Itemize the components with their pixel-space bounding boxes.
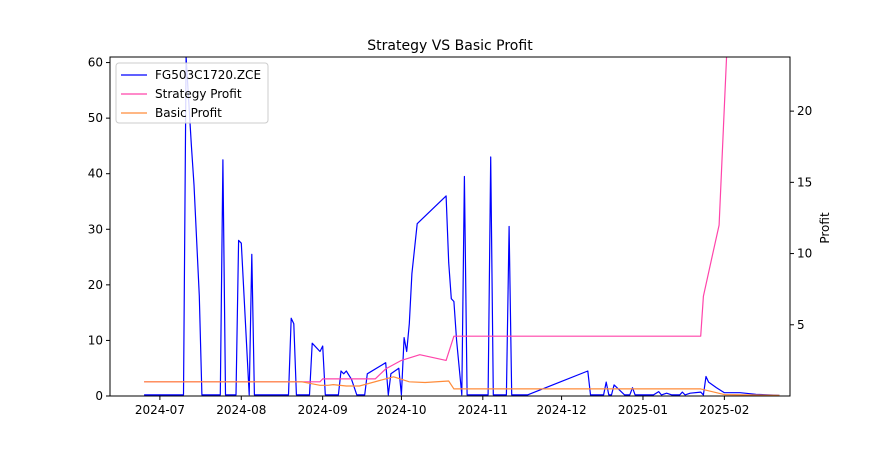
y-left-tick-label: 20 [88, 278, 103, 292]
x-tick-label: 2024-08 [216, 403, 266, 417]
y-left-tick-label: 0 [95, 389, 103, 403]
legend-box [115, 62, 269, 124]
y-right-tick-label: 15 [797, 175, 812, 189]
x-tick-label: 2024-11 [458, 403, 508, 417]
y-left-tick-label: 50 [88, 111, 103, 125]
series-line-0 [144, 57, 780, 396]
y-right-tick-label: 10 [797, 247, 812, 261]
x-tick-label: 2024-12 [537, 403, 587, 417]
y-left-tick-label: 10 [88, 333, 103, 347]
y-axis-left: 0 10 20 30 40 50 60 [88, 56, 110, 403]
legend-label: FG503C1720.ZCE [155, 68, 261, 82]
series-line-2 [144, 376, 780, 396]
chart-title: Strategy VS Basic Profit [367, 38, 533, 54]
y-left-tick-label: 60 [88, 56, 103, 70]
x-tick-label: 2025-02 [699, 403, 749, 417]
y-right-tick-label: 5 [797, 318, 805, 332]
x-tick-label: 2024-07 [135, 403, 185, 417]
y-right-axis-label: Profit [818, 212, 832, 244]
plot-frame [109, 56, 791, 397]
y-right-tick-label: 20 [797, 104, 812, 118]
legend-label: Strategy Profit [155, 87, 242, 101]
legend-entries: FG503C1720.ZCE Strategy Profit Basic Profi… [121, 68, 261, 120]
y-axis-right: 5 10 15 20 [790, 104, 812, 332]
y-left-tick-label: 30 [88, 222, 103, 236]
legend: FG503C1720.ZCE Strategy Profit Basic Profi… [115, 62, 269, 124]
series-layer [144, 57, 780, 396]
series-line-1 [144, 57, 728, 383]
y-left-tick-label: 40 [88, 167, 103, 181]
x-tick-label: 2024-10 [376, 403, 426, 417]
legend-label: Basic Profit [155, 106, 222, 120]
x-tick-label: 2024-09 [298, 403, 348, 417]
x-tick-label: 2025-01 [618, 403, 668, 417]
x-axis: 2024-07 2024-08 2024-09 2024-10 2024-11 2024-… [135, 396, 749, 417]
